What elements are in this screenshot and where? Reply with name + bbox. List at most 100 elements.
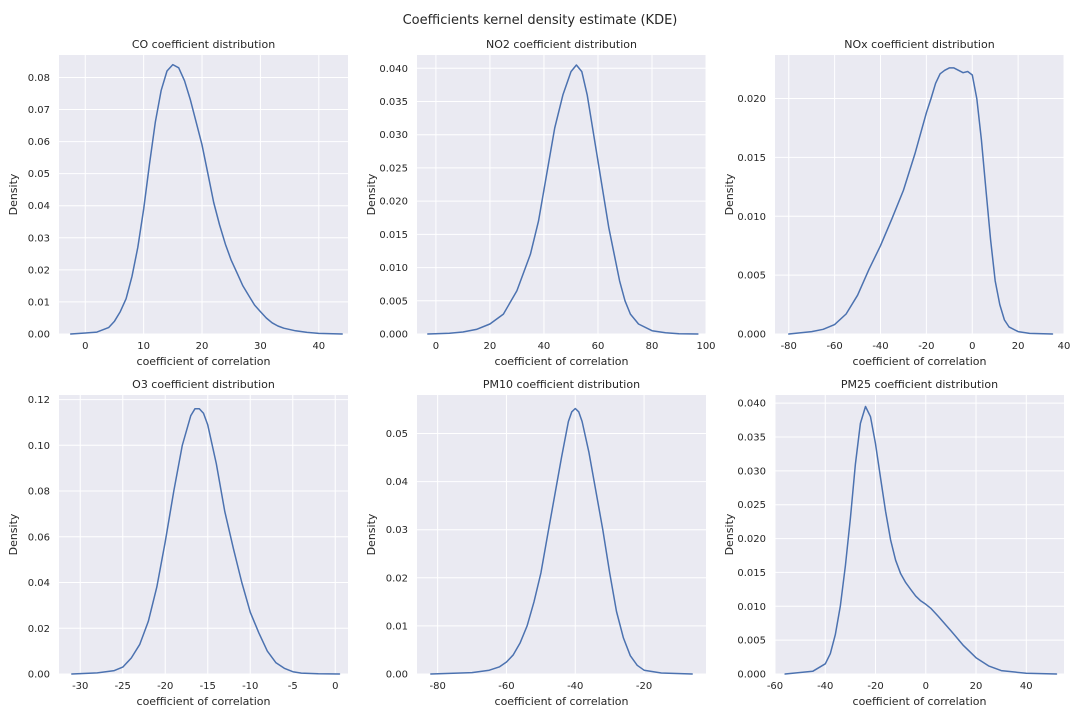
x-axis-label: coefficient of correlation [137,355,271,368]
x-tick-label: 0 [969,341,975,352]
subplot-4: -30 -25 -20 -15 -10 -5 0 0.00 0.02 0.04 0.06 0.08 0.… [7,378,348,708]
y-tick-label: 0.02 [28,624,50,635]
y-tick-label: 0.00 [28,670,50,681]
y-tick-label: 0.010 [379,263,408,274]
y-tick-label: 0.10 [28,441,50,452]
y-tick-label: 0.035 [737,432,766,443]
y-tick-label: 0.08 [28,73,50,84]
x-tick-label: 60 [592,341,605,352]
y-tick-label: 0.005 [737,636,766,647]
x-tick-label: 10 [137,341,150,352]
y-axis-label: Density [365,513,378,555]
x-tick-label: -20 [636,681,652,692]
x-tick-label: -5 [288,681,298,692]
plot-area [775,395,1064,674]
x-axis-label: coefficient of correlation [495,355,629,368]
y-tick-label: 0.000 [737,670,766,681]
x-tick-label: 20 [1012,341,1025,352]
y-tick-label: 0.025 [737,500,766,511]
y-axis-label: Density [7,513,20,555]
x-tick-label: 0 [923,681,929,692]
y-tick-label: 0.02 [28,265,50,276]
y-tick-label: 0.010 [737,602,766,613]
y-tick-label: 0.01 [28,297,50,308]
y-tick-label: 0.08 [28,487,50,498]
x-tick-label: -40 [872,341,888,352]
y-tick-label: 0.00 [28,330,50,341]
x-tick-label: 80 [646,341,659,352]
x-tick-label: 40 [312,341,325,352]
y-tick-label: 0.000 [737,330,766,341]
y-tick-label: 0.04 [28,201,50,212]
y-tick-label: 0.06 [28,137,50,148]
y-tick-label: 0.04 [386,477,408,488]
subplot-5: -80 -60 -40 -20 0.00 0.01 0.02 0.03 0.04 0.05 PM10… [365,378,706,708]
x-tick-label: 30 [254,341,267,352]
x-tick-label: -10 [242,681,258,692]
y-tick-label: 0.07 [28,105,50,116]
kde-curve [430,407,693,675]
kde-curve [71,407,341,675]
y-tick-label: 0.000 [379,330,408,341]
y-tick-label: 0.020 [737,94,766,105]
x-tick-label: -60 [498,681,514,692]
y-tick-label: 0.015 [379,230,408,241]
y-tick-label: 0.010 [737,212,766,223]
x-tick-label: -60 [767,681,783,692]
y-tick-label: 0.040 [379,64,408,75]
x-tick-label: 0 [433,341,439,352]
y-tick-label: 0.030 [737,466,766,477]
y-tick-label: 0.015 [737,153,766,164]
y-tick-label: 0.00 [386,670,408,681]
y-tick-label: 0.035 [379,97,408,108]
x-axis-label: coefficient of correlation [137,695,271,708]
x-tick-label: 20 [196,341,209,352]
subplot-title: PM25 coefficient distribution [841,378,998,391]
kde-curve [788,67,1054,335]
plot-area [417,55,706,334]
y-tick-label: 0.01 [386,621,408,632]
x-tick-label: -60 [826,341,842,352]
y-tick-label: 0.05 [386,429,408,440]
subplot-6: -60 -40 -20 0 20 40 0.000 0.005 0.010 0.015 0.020 0… [723,378,1064,708]
x-tick-label: 100 [696,341,715,352]
kde-curve [427,64,699,335]
x-tick-label: -40 [817,681,833,692]
x-axis-label: coefficient of correlation [853,695,987,708]
subplot-title: PM10 coefficient distribution [483,378,640,391]
subplot-title: NOx coefficient distribution [844,38,994,51]
plot-area [59,55,348,334]
subplot-1: 0 10 20 30 40 0.00 0.01 0.02 0.03 0.04 0.05 0.06 0.0… [7,38,348,368]
figure-title: Coefficients kernel density estimate (KD… [403,13,678,28]
x-tick-label: -80 [781,341,797,352]
y-tick-label: 0.030 [379,130,408,141]
x-tick-label: 40 [538,341,551,352]
y-tick-label: 0.025 [379,163,408,174]
x-tick-label: 0 [82,341,88,352]
kde-curve [784,405,1058,675]
x-tick-label: 40 [1020,681,1033,692]
y-tick-label: 0.05 [28,169,50,180]
x-tick-label: 0 [332,681,338,692]
y-tick-label: 0.020 [737,534,766,545]
y-axis-label: Density [365,173,378,215]
plot-area [417,395,706,674]
x-tick-label: -25 [115,681,131,692]
x-tick-label: -30 [72,681,88,692]
x-tick-label: -15 [200,681,216,692]
x-tick-label: 20 [484,341,497,352]
y-tick-label: 0.06 [28,532,50,543]
x-tick-label: 20 [970,681,983,692]
y-tick-label: 0.005 [737,271,766,282]
y-axis-label: Density [7,173,20,215]
subplots-grid: 0 10 20 30 40 0.00 0.01 0.02 0.03 0.04 0.05 0.06 0.0… [7,38,1070,708]
x-tick-label: 40 [1058,341,1071,352]
y-tick-label: 0.04 [28,578,50,589]
subplot-3: -80 -60 -40 -20 0 20 40 0.000 0.005 0.010 0.015 0.0… [723,38,1070,368]
y-tick-label: 0.03 [28,233,50,244]
subplot-2: 0 20 40 60 80 100 0.000 0.005 0.010 0.015 0.020 0.0… [365,38,716,368]
y-tick-label: 0.02 [386,573,408,584]
y-axis-label: Density [723,173,736,215]
plot-area [59,395,348,674]
